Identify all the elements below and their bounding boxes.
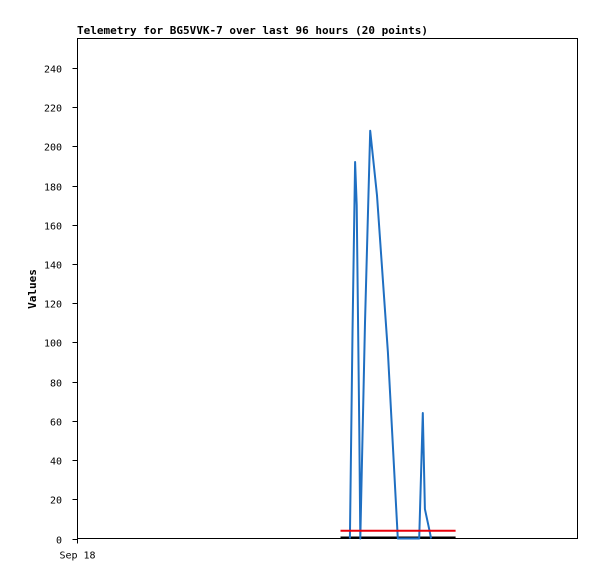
y-tick-label: 200	[44, 143, 62, 154]
x-axis: Sep 18	[59, 538, 96, 562]
series-line-0	[348, 129, 433, 540]
y-tick-label: 220	[44, 104, 62, 115]
plot-area	[77, 38, 578, 539]
y-tick-label: 80	[50, 379, 62, 390]
y-tick-label: 180	[44, 183, 62, 194]
y-tick-label: 40	[50, 457, 62, 468]
y-tick-label: 0	[56, 536, 62, 547]
y-tick-label: 60	[50, 418, 62, 429]
x-tick-label: Sep 18	[59, 551, 95, 562]
y-tick-label: 240	[44, 65, 62, 76]
series-layer	[340, 129, 456, 540]
y-tick-label: 20	[50, 496, 62, 507]
y-tick-label: 120	[44, 300, 62, 311]
y-axis-label: Values	[26, 269, 39, 309]
y-tick-label: 160	[44, 222, 62, 233]
chart-title: Telemetry for BG5VVK-7 over last 96 hour…	[77, 24, 428, 37]
y-tick-label: 100	[44, 339, 62, 350]
y-tick-label: 140	[44, 261, 62, 272]
y-axis: 0 20 40 60 80 100 120 140 160 180 200 220 240	[44, 65, 78, 547]
